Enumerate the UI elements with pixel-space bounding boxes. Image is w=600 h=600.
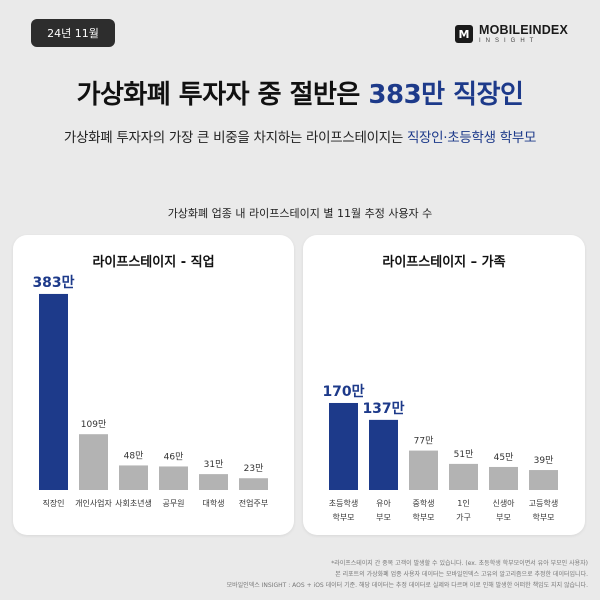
- bar-1-0: [329, 402, 358, 490]
- value-label-1-4: 45만: [494, 452, 514, 463]
- subhead-prefix: 가상화폐 투자자의 가장 큰 비중을 차지하는 라이프스테이지는: [63, 130, 407, 146]
- category-label-0-4: 대학생: [202, 498, 224, 508]
- date-badge: 24년 11월: [31, 19, 115, 47]
- value-label-1-2: 77만: [414, 436, 434, 447]
- footnotes: *라이프스테이지 간 중복 고객이 발생할 수 있습니다. (ex. 초등학생 …: [227, 558, 588, 591]
- headline-prefix: 가상화폐 투자자 중 절반은: [76, 80, 369, 110]
- panel-title-family: 라이프스테이지 – 가족: [382, 255, 506, 270]
- bar-0-3: [159, 466, 188, 490]
- value-label-1-3: 51만: [454, 449, 474, 460]
- value-label-0-5: 23만: [244, 463, 264, 474]
- category-label-0-3: 공무원: [162, 499, 184, 508]
- bar-0-4: [199, 474, 228, 490]
- value-label-0-4: 31만: [204, 459, 224, 470]
- bar-1-1: [369, 419, 398, 490]
- category-label-1-2: 중학생 학부모: [412, 498, 434, 522]
- bar-0-5: [239, 478, 268, 490]
- value-label-1-1: 137만: [362, 401, 404, 417]
- footnote-line: *라이프스테이지 간 중복 고객이 발생할 수 있습니다. (ex. 초등학생 …: [331, 560, 588, 567]
- headline-highlight: 383만 직장인: [368, 80, 524, 110]
- logo-main-text: MOBILEINDEX: [479, 22, 569, 37]
- panel-title-occupation: 라이프스테이지 - 직업: [92, 255, 215, 270]
- footnote-line: 모바일인덱스 INSIGHT : AOS + iOS 데이터 기준. 해당 데이…: [226, 582, 588, 589]
- value-label-1-5: 39만: [534, 455, 554, 466]
- value-label-0-2: 48만: [124, 450, 144, 461]
- bar-1-4: [489, 466, 518, 490]
- subhead-highlight: 직장인·초등학생 학부모: [406, 130, 537, 146]
- value-label-0-3: 46만: [164, 451, 184, 462]
- bar-1-5: [529, 470, 558, 490]
- logo-mark-icon: M: [455, 25, 473, 43]
- value-label-1-0: 170만: [322, 384, 364, 400]
- category-label-0-5: 전업주부: [239, 498, 268, 508]
- category-label-1-4: 신생아 부모: [492, 498, 515, 522]
- footnote-line: 본 리포트의 가상화폐 업종 사용자 데이터는 모바일인덱스 고유의 알고리즘으…: [335, 571, 588, 578]
- section-title: 가상화폐 업종 내 라이프스테이지 별 11월 추정 사용자 수: [167, 207, 433, 220]
- mobileindex-logo: M MOBILEINDEX INSIGHT: [455, 21, 568, 47]
- category-label-0-2: 사회초년생: [115, 498, 152, 508]
- category-label-0-0: 직장인: [42, 498, 64, 508]
- value-label-0-1: 109만: [81, 419, 106, 430]
- subheadline: 가상화폐 투자자의 가장 큰 비중을 차지하는 라이프스테이지는 직장인·초등학…: [0, 126, 600, 146]
- category-label-1-3: 1인 가구: [456, 498, 471, 522]
- logo-sub-text: INSIGHT: [479, 38, 539, 45]
- category-label-1-0: 초등학생 학부모: [329, 498, 358, 522]
- bar-0-1: [79, 434, 108, 490]
- category-label-1-5: 고등학생 학부모: [529, 498, 558, 522]
- bar-0-2: [119, 465, 148, 490]
- category-label-0-1: 개인사업자: [75, 498, 112, 508]
- value-label-0-0: 383만: [32, 275, 74, 291]
- bar-1-2: [409, 450, 438, 490]
- headline: 가상화폐 투자자 중 절반은 383만 직장인: [0, 74, 600, 111]
- bar-1-3: [449, 463, 478, 490]
- bar-0-0: [39, 293, 68, 490]
- category-label-1-1: 유아 부모: [376, 498, 391, 522]
